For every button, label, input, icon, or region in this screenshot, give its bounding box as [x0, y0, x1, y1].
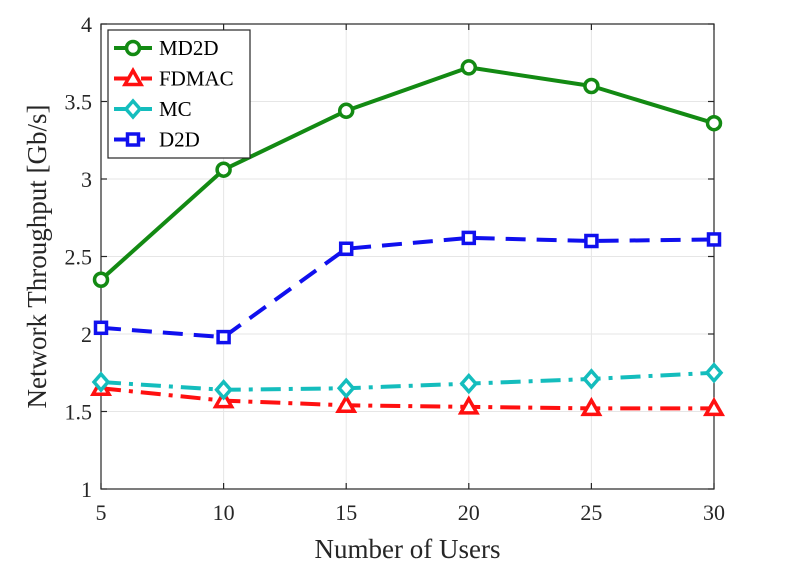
data-point-md2d — [92, 271, 110, 288]
data-point-d2d — [461, 230, 477, 246]
data-point-d2d — [338, 241, 354, 256]
y-tick-label: 3 — [81, 167, 92, 192]
data-point-md2d — [705, 114, 723, 132]
data-point-mc — [582, 368, 601, 390]
x-tick-label: 5 — [96, 500, 107, 525]
legend-entry-d2d: D2D — [114, 128, 200, 152]
data-point-mc — [91, 371, 111, 393]
legend-label-d2d: D2D — [159, 128, 200, 152]
x-tick-label: 20 — [458, 500, 480, 525]
legend: MD2D FDMAC MC D2D — [107, 29, 251, 159]
ticks: 5 10 15 20 25 30 1 1.5 2 2.5 3 3.5 4 — [65, 12, 726, 525]
legend-label-fdmac: FDMAC — [159, 67, 234, 91]
legend-marker-mc — [123, 98, 143, 120]
legend-entry-mc: MC — [114, 97, 192, 121]
data-point-fdmac — [580, 396, 603, 417]
data-point-mc — [704, 362, 724, 384]
data-point-d2d — [93, 320, 109, 336]
series — [89, 59, 726, 417]
x-tick-label: 25 — [580, 500, 602, 525]
y-tick-label: 2.5 — [65, 245, 93, 270]
data-point-md2d — [215, 161, 232, 178]
x-tick-label: 10 — [213, 500, 235, 525]
legend-marker-md2d — [124, 39, 142, 57]
data-point-md2d — [583, 77, 600, 95]
y-tick-label: 3.5 — [65, 90, 93, 115]
series-line-mc — [100, 370, 715, 392]
data-point-mc — [459, 372, 479, 395]
data-point-md2d — [460, 59, 478, 76]
data-point-fdmac — [457, 395, 480, 415]
x-tick-label: 30 — [703, 500, 725, 525]
data-point-d2d — [584, 233, 599, 249]
data-point-mc — [336, 377, 356, 399]
x-tick-label: 15 — [335, 500, 357, 525]
data-point-fdmac — [335, 393, 358, 414]
data-point-d2d — [706, 232, 722, 247]
series-mc — [91, 362, 724, 401]
series-d2d — [93, 230, 722, 345]
y-tick-label: 2 — [81, 322, 92, 347]
series-fdmac — [89, 376, 726, 417]
legend-entry-md2d: MD2D — [114, 36, 219, 60]
series-line-fdmac — [100, 386, 714, 411]
data-point-md2d — [337, 102, 355, 120]
series-line-md2d — [99, 65, 715, 282]
y-tick-label: 1 — [81, 477, 92, 502]
legend-label-md2d: MD2D — [159, 36, 219, 60]
y-tick-label: 4 — [81, 12, 92, 37]
series-line-d2d — [100, 235, 715, 340]
x-axis-label: Number of Users — [315, 534, 501, 564]
legend-entry-fdmac: FDMAC — [114, 67, 234, 91]
data-point-mc — [214, 379, 233, 401]
legend-marker-d2d — [125, 132, 141, 147]
data-point-d2d — [216, 329, 231, 345]
y-axis-label: Network Throughput [Gb/s] — [22, 105, 52, 409]
series-md2d — [92, 59, 723, 288]
legend-marker-fdmac — [121, 66, 145, 87]
y-tick-label: 1.5 — [65, 400, 93, 425]
data-point-fdmac — [702, 396, 726, 417]
legend-label-mc: MC — [159, 97, 192, 121]
